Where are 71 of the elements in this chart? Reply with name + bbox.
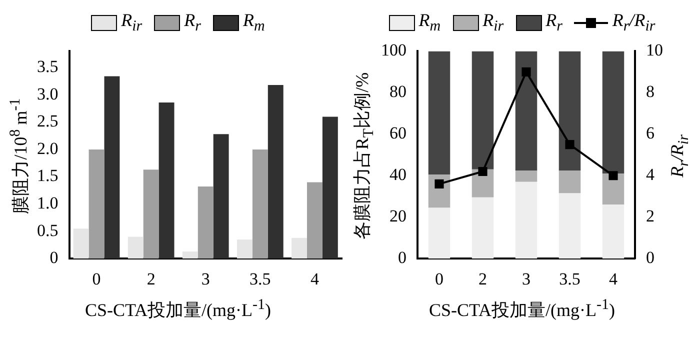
- bar: [268, 85, 284, 259]
- bar: [322, 116, 338, 259]
- point: [608, 171, 618, 180]
- x-tick-label: 3.5: [250, 269, 271, 288]
- x-axis-title: CS-CTA投加量/(mg·L$^{-1}$): [428, 297, 616, 322]
- legend-label: R$_{ir}$: [121, 10, 142, 36]
- y-tick-label: 0: [50, 248, 58, 268]
- y-tick-label: 3.0: [37, 84, 58, 104]
- legend-label: R$_{r}$: [184, 10, 201, 36]
- bar: [515, 51, 538, 170]
- y-tick-label: 0: [398, 248, 406, 268]
- bar: [104, 76, 120, 259]
- bar: [143, 170, 159, 259]
- y2-tick-label: 0: [646, 248, 654, 268]
- bar: [73, 228, 89, 259]
- x-tick-label: 3.5: [559, 269, 580, 288]
- y-tick-label: 2.0: [37, 138, 58, 158]
- legend-label: R$_{m}$: [243, 10, 265, 36]
- bar: [515, 170, 538, 182]
- bar: [292, 238, 307, 259]
- x-tick-label: 2: [478, 269, 487, 288]
- bar: [236, 240, 252, 259]
- bar: [306, 182, 322, 259]
- legend-label: R$_{m}$: [418, 10, 441, 36]
- x-tick-label: 2: [146, 269, 156, 288]
- x-tick-label: 0: [435, 269, 444, 288]
- point: [434, 179, 444, 188]
- legend-label: R$_{r}$/R$_{ir}$: [612, 10, 656, 36]
- legend-label: R$_{ir}$: [482, 10, 504, 36]
- point: [478, 166, 488, 176]
- bar: [252, 149, 268, 259]
- bar: [558, 193, 581, 259]
- bar: [515, 182, 538, 259]
- y-tick-label: 100: [381, 40, 406, 60]
- bar: [472, 51, 494, 170]
- x-axis-title: CS-CTA投加量/(mg·L$^{-1}$): [84, 297, 272, 322]
- x-tick-label: 4: [310, 269, 320, 288]
- bar: [158, 102, 174, 259]
- y2-tick-label: 10: [646, 40, 663, 60]
- x-tick-label: 3: [522, 269, 530, 288]
- y-tick-label: 60: [390, 124, 406, 143]
- bar: [88, 149, 104, 259]
- bar: [428, 51, 450, 175]
- y2-tick-label: 2: [646, 206, 654, 226]
- y2-tick-label: 8: [646, 82, 654, 102]
- y2-tick-label: 6: [646, 124, 654, 143]
- y2-tick-label: 4: [646, 165, 655, 184]
- bar: [602, 51, 624, 174]
- y-tick-label: 0.5: [37, 220, 58, 240]
- point: [522, 67, 531, 76]
- y-tick-label: 1.0: [37, 193, 58, 212]
- bar: [472, 197, 494, 259]
- y-tick-label: 1.5: [37, 166, 58, 186]
- y-tick-label: 80: [390, 82, 406, 102]
- bar: [213, 134, 229, 259]
- bar: [128, 236, 144, 259]
- bar: [428, 208, 450, 259]
- y-tick-label: 40: [390, 165, 406, 184]
- x-tick-label: 0: [92, 269, 101, 288]
- y-tick-label: 20: [390, 206, 406, 226]
- y-tick-label: 3.5: [37, 57, 58, 76]
- y-tick-label: 2.5: [37, 112, 58, 131]
- bar: [558, 51, 581, 170]
- legend-label: R$_{r}$: [546, 10, 562, 36]
- point: [565, 140, 574, 150]
- x-tick-label: 4: [609, 269, 618, 288]
- x-tick-label: 3: [201, 269, 210, 288]
- bar: [198, 186, 214, 259]
- bar: [602, 204, 624, 259]
- bar: [182, 252, 198, 259]
- bar: [558, 170, 581, 194]
